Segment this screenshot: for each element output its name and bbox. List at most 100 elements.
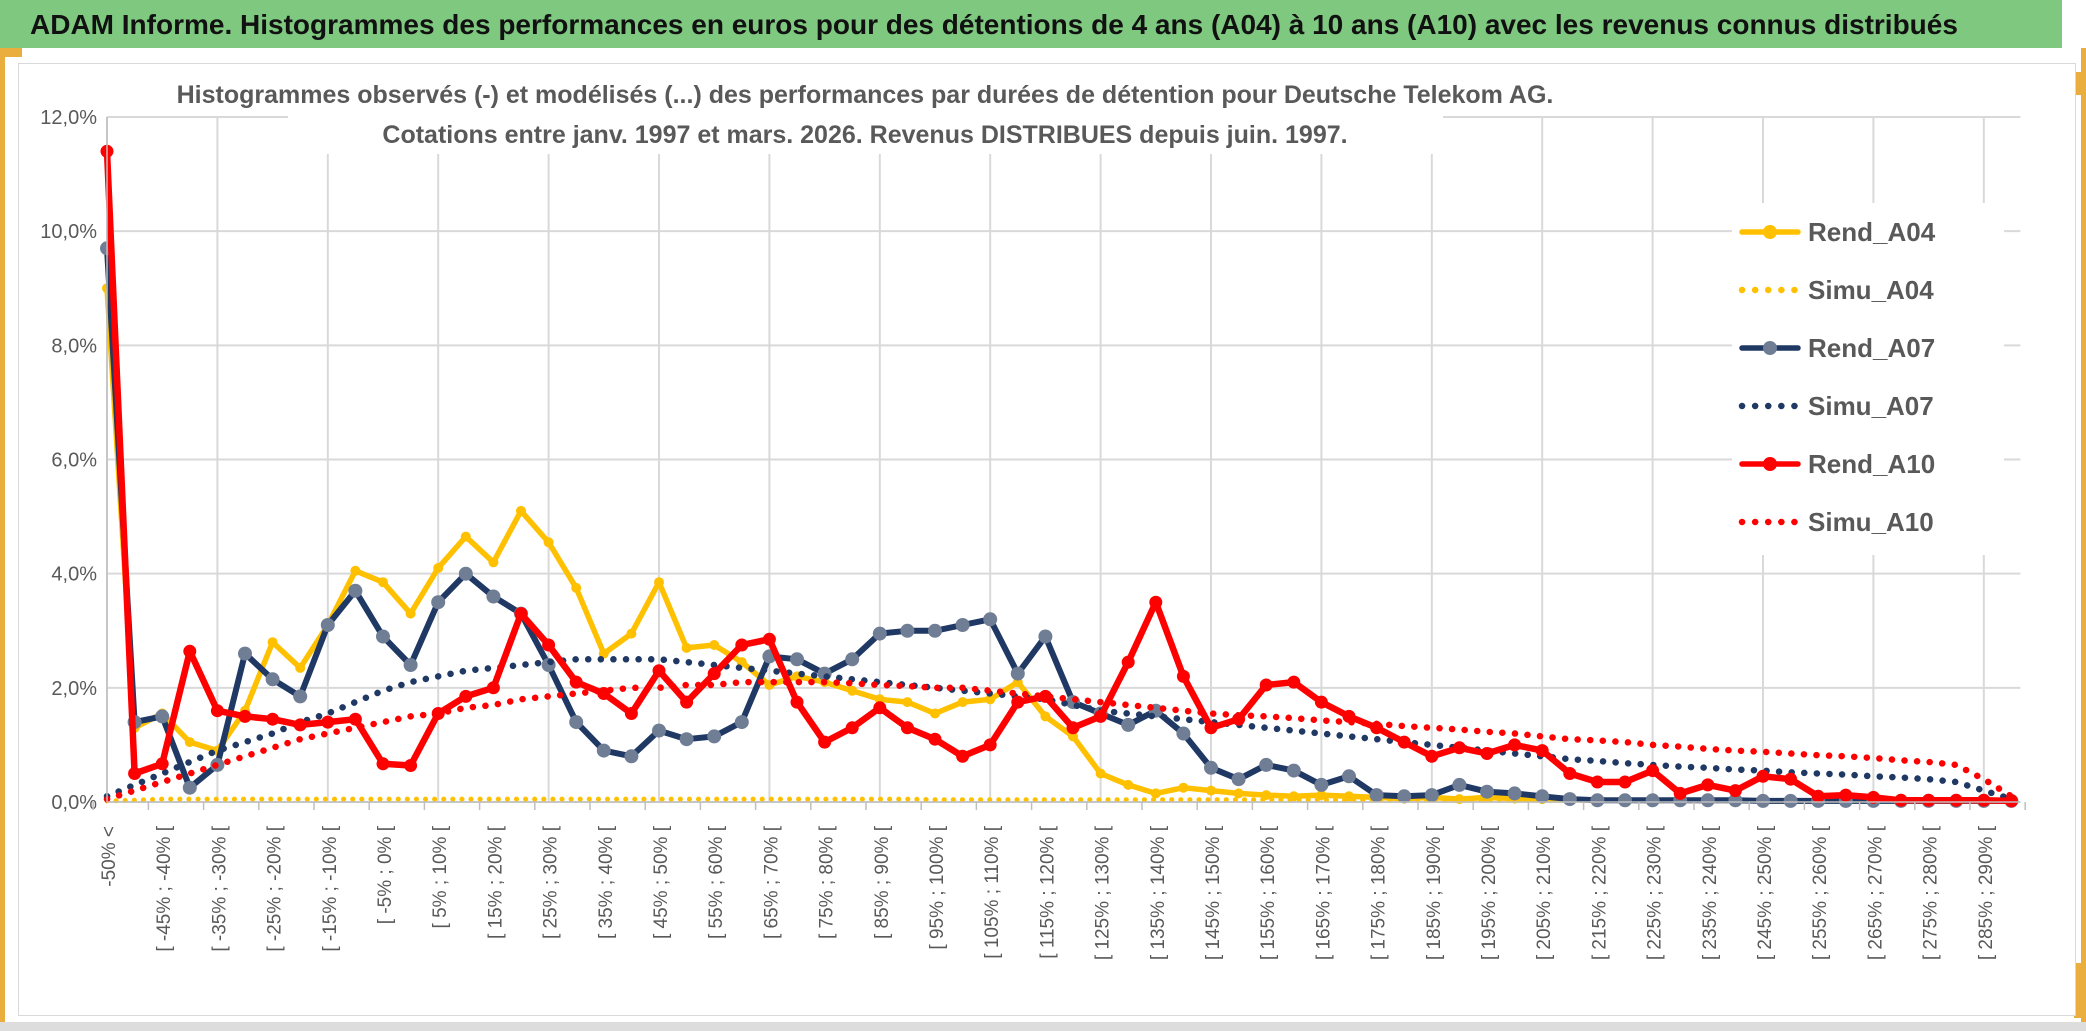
svg-text:[ 205% ; 210% [: [ 205% ; 210% [ bbox=[1534, 825, 1555, 960]
series-line-Rend_A04 bbox=[104, 285, 2015, 804]
legend-label: Rend_A07 bbox=[1808, 333, 1935, 363]
x-axis-label: [ 175% ; 180% [ bbox=[1369, 825, 1390, 960]
series-line-Rend_A10 bbox=[103, 148, 2015, 805]
svg-text:[ -25% ; -20% [: [ -25% ; -20% [ bbox=[265, 825, 286, 951]
series-line-Simu_A10 bbox=[103, 678, 2015, 803]
x-axis-label: -50% < bbox=[99, 826, 120, 887]
x-axis-label: [ 245% ; 250% [ bbox=[1755, 825, 1776, 960]
y-axis-label: 4,0% bbox=[51, 564, 97, 586]
legend-item-Rend_A04[interactable]: Rend_A04 bbox=[1739, 217, 1936, 247]
chart-legend: Rend_A04 Simu_A04 Rend_A07 Simu_A07 Rend_A10… bbox=[1732, 203, 2004, 555]
svg-text:[ -15% ; -10% [: [ -15% ; -10% [ bbox=[320, 825, 341, 951]
series-markers-Rend_A07 bbox=[100, 241, 2019, 808]
y-axis-label: 12,0% bbox=[40, 107, 97, 129]
x-axis-label: [ 265% ; 270% [ bbox=[1865, 825, 1886, 960]
legend-item-Simu_A10[interactable]: Simu_A10 bbox=[1738, 507, 1934, 537]
svg-text:[ 35% ; 40% [: [ 35% ; 40% [ bbox=[596, 825, 617, 939]
svg-text:[ 25% ; 30% [: [ 25% ; 30% [ bbox=[541, 825, 562, 939]
y-axis-label: 6,0% bbox=[51, 450, 97, 472]
svg-text:[ 195% ; 200% [: [ 195% ; 200% [ bbox=[1479, 825, 1500, 960]
svg-text:[ 175% ; 180% [: [ 175% ; 180% [ bbox=[1369, 825, 1390, 960]
x-axis-label: [ 5% ; 10% [ bbox=[430, 825, 451, 928]
y-axis-label: 2,0% bbox=[51, 678, 97, 700]
legend-label: Rend_A04 bbox=[1808, 217, 1936, 247]
x-axis-label: [ 65% ; 70% [ bbox=[761, 825, 782, 939]
x-axis-label: [ 285% ; 290% [ bbox=[1976, 825, 1997, 960]
legend-item-Simu_A07[interactable]: Simu_A07 bbox=[1738, 391, 1934, 421]
series-line-Rend_A07 bbox=[104, 245, 2015, 804]
svg-text:[ 255% ; 260% [: [ 255% ; 260% [ bbox=[1810, 825, 1831, 960]
svg-text:[ 165% ; 170% [: [ 165% ; 170% [ bbox=[1313, 825, 1334, 960]
x-axis-label: [ -15% ; -10% [ bbox=[320, 825, 341, 951]
svg-text:[ 65% ; 70% [: [ 65% ; 70% [ bbox=[761, 825, 782, 939]
x-axis-label: [ 25% ; 30% [ bbox=[541, 825, 562, 939]
header-title: ADAM Informe. Histogrammes des performan… bbox=[0, 0, 2062, 48]
legend-marker bbox=[1763, 341, 1777, 355]
svg-text:[ 265% ; 270% [: [ 265% ; 270% [ bbox=[1865, 825, 1886, 960]
series-line-Simu_A07 bbox=[103, 656, 2015, 803]
gold-corner-bottom-right bbox=[2074, 963, 2086, 1018]
svg-text:[ 145% ; 150% [: [ 145% ; 150% [ bbox=[1203, 825, 1224, 960]
series-markers-Rend_A10 bbox=[100, 144, 2018, 808]
horizontal-scrollbar[interactable] bbox=[0, 1022, 2086, 1031]
y-axis-label: 10,0% bbox=[40, 221, 97, 243]
x-axis-label: [ 15% ; 20% [ bbox=[485, 825, 506, 939]
chart-title-line1: Histogrammes observés (-) et modélisés (… bbox=[177, 81, 1554, 109]
x-axis-label: [ 55% ; 60% [ bbox=[706, 825, 727, 939]
x-axis-label: [ -45% ; -40% [ bbox=[154, 825, 175, 951]
x-axis-label: [ 45% ; 50% [ bbox=[651, 825, 672, 939]
legend-marker bbox=[1763, 457, 1777, 471]
svg-text:-50% <: -50% < bbox=[99, 826, 120, 887]
legend-label: Simu_A10 bbox=[1808, 507, 1934, 537]
y-axis-label: 0,0% bbox=[51, 792, 97, 814]
x-axis-label: [ 255% ; 260% [ bbox=[1810, 825, 1831, 960]
svg-text:[ 15% ; 20% [: [ 15% ; 20% [ bbox=[485, 825, 506, 939]
chart-title-line2: Cotations entre janv. 1997 et mars. 2026… bbox=[382, 121, 1347, 149]
gold-border-left bbox=[0, 48, 5, 1031]
chart-title-background bbox=[288, 70, 1443, 154]
x-axis-label: [ 225% ; 230% [ bbox=[1645, 825, 1666, 960]
svg-text:[ 285% ; 290% [: [ 285% ; 290% [ bbox=[1976, 825, 1997, 960]
gold-border-right bbox=[2081, 48, 2086, 1031]
legend-label: Simu_A04 bbox=[1808, 275, 1934, 305]
x-axis-label: [ 145% ; 150% [ bbox=[1203, 825, 1224, 960]
legend-label: Simu_A07 bbox=[1808, 391, 1934, 421]
svg-text:[ 45% ; 50% [: [ 45% ; 50% [ bbox=[651, 825, 672, 939]
x-axis-label: [ -35% ; -30% [ bbox=[209, 825, 230, 951]
series-line-Simu_A04 bbox=[104, 796, 2014, 804]
legend-item-Rend_A07[interactable]: Rend_A07 bbox=[1739, 333, 1935, 363]
svg-text:[ 225% ; 230% [: [ 225% ; 230% [ bbox=[1645, 825, 1666, 960]
legend-label: Rend_A10 bbox=[1808, 449, 1935, 479]
x-axis-label: [ -25% ; -20% [ bbox=[265, 825, 286, 951]
svg-text:[ 85% ; 90% [: [ 85% ; 90% [ bbox=[872, 825, 893, 939]
gold-corner-top-left bbox=[0, 48, 22, 57]
svg-text:[ 125% ; 130% [: [ 125% ; 130% [ bbox=[1093, 825, 1114, 960]
svg-text:[ -35% ; -30% [: [ -35% ; -30% [ bbox=[209, 825, 230, 951]
legend-background bbox=[1732, 203, 2004, 555]
x-axis-label: [ 215% ; 220% [ bbox=[1589, 825, 1610, 960]
x-axis-label: [ -5% ; 0% [ bbox=[375, 825, 396, 924]
svg-text:[ 55% ; 60% [: [ 55% ; 60% [ bbox=[706, 825, 727, 939]
legend-item-Rend_A10[interactable]: Rend_A10 bbox=[1739, 449, 1935, 479]
x-axis-label: [ 185% ; 190% [ bbox=[1424, 825, 1445, 960]
svg-text:[ 135% ; 140% [: [ 135% ; 140% [ bbox=[1148, 825, 1169, 960]
x-axis-label: [ 95% ; 100% [ bbox=[927, 825, 948, 949]
x-axis-label: [ 155% ; 160% [ bbox=[1258, 825, 1279, 960]
x-axis-label: [ 125% ; 130% [ bbox=[1093, 825, 1114, 960]
svg-text:[ 215% ; 220% [: [ 215% ; 220% [ bbox=[1589, 825, 1610, 960]
svg-text:[ -45% ; -40% [: [ -45% ; -40% [ bbox=[154, 825, 175, 951]
x-axis-label: [ 165% ; 170% [ bbox=[1313, 825, 1334, 960]
svg-text:[ -5% ; 0% [: [ -5% ; 0% [ bbox=[375, 825, 396, 924]
x-axis-label: [ 115% ; 120% [ bbox=[1037, 825, 1058, 958]
svg-text:[ 185% ; 190% [: [ 185% ; 190% [ bbox=[1424, 825, 1445, 960]
x-axis-label: [ 75% ; 80% [ bbox=[817, 825, 838, 939]
x-axis-label: [ 195% ; 200% [ bbox=[1479, 825, 1500, 960]
svg-text:[ 95% ; 100% [: [ 95% ; 100% [ bbox=[927, 825, 948, 949]
x-axis-label: [ 105% ; 110% [ bbox=[982, 825, 1003, 958]
svg-text:[ 115% ; 120% [: [ 115% ; 120% [ bbox=[1037, 825, 1058, 958]
x-axis-label: [ 275% ; 280% [ bbox=[1921, 825, 1942, 960]
legend-item-Simu_A04[interactable]: Simu_A04 bbox=[1738, 275, 1934, 305]
x-axis-label: [ 135% ; 140% [ bbox=[1148, 825, 1169, 960]
